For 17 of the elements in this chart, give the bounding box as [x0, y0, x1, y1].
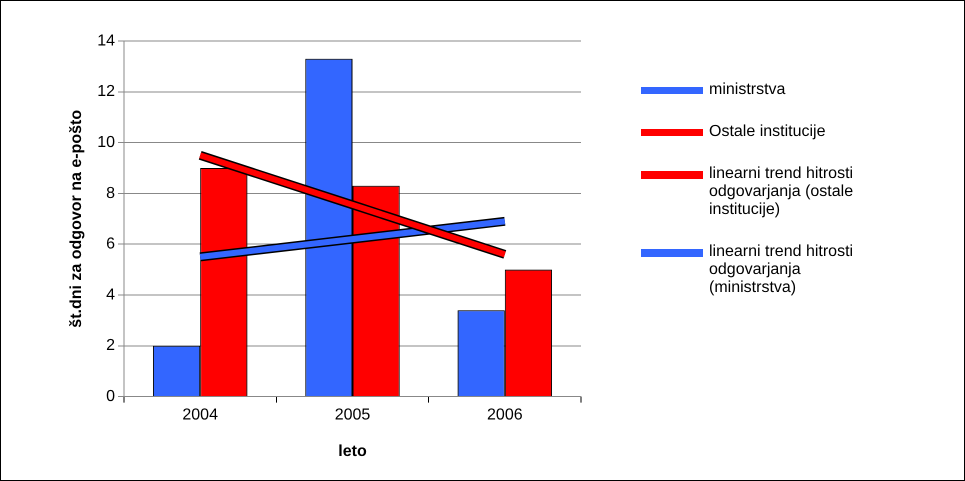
y-tick-label: 14	[97, 32, 116, 50]
y-tick-label: 0	[106, 388, 116, 406]
y-axis-title: št.dni za odgovor na e-pošto	[68, 110, 86, 328]
x-tick-label: 2006	[487, 406, 523, 424]
legend-label: ministrstva	[709, 81, 786, 99]
x-tick-label: 2005	[334, 406, 370, 424]
x-axis-title: leto	[338, 442, 367, 460]
y-tick-label: 2	[106, 337, 116, 354]
legend-label: linearni trend hitrosti odgovarjanja (ostale institucije)	[709, 165, 854, 219]
y-tick-label: 12	[97, 83, 116, 100]
y-tick-label: 10	[97, 134, 116, 152]
y-tick-label: 8	[106, 184, 116, 202]
y-tick-label: 4	[106, 286, 116, 304]
y-tick-label: 6	[106, 236, 116, 253]
legend-label: linearni trend hitrosti odgovarjanja (ministrstva)	[709, 243, 854, 297]
x-tick-label: 2004	[182, 406, 218, 424]
legend-label: Ostale institucije	[709, 123, 826, 141]
